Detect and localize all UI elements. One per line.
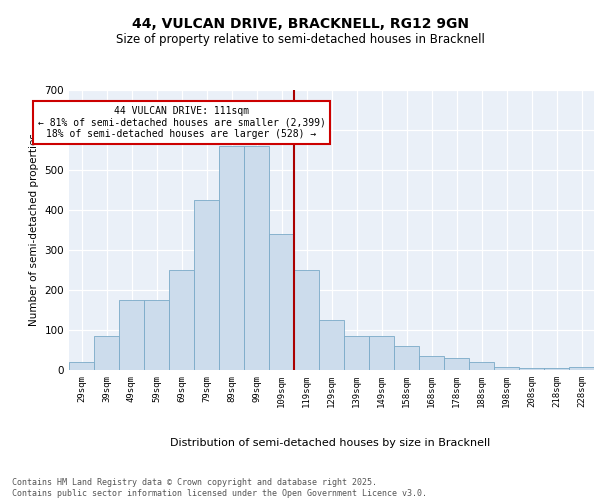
Bar: [519, 368, 544, 370]
Bar: [94, 336, 119, 370]
Bar: [494, 367, 519, 370]
Text: Size of property relative to semi-detached houses in Bracknell: Size of property relative to semi-detach…: [116, 32, 484, 46]
Bar: [544, 368, 569, 370]
Bar: [319, 320, 344, 370]
Bar: [419, 356, 444, 370]
Text: Contains HM Land Registry data © Crown copyright and database right 2025.
Contai: Contains HM Land Registry data © Crown c…: [12, 478, 427, 498]
Bar: [294, 270, 319, 370]
Bar: [144, 300, 169, 370]
Text: Distribution of semi-detached houses by size in Bracknell: Distribution of semi-detached houses by …: [170, 438, 490, 448]
Bar: [469, 362, 494, 370]
Bar: [394, 346, 419, 370]
Bar: [119, 300, 144, 370]
Bar: [194, 200, 219, 370]
Bar: [169, 270, 194, 370]
Text: 44 VULCAN DRIVE: 111sqm
← 81% of semi-detached houses are smaller (2,399)
18% of: 44 VULCAN DRIVE: 111sqm ← 81% of semi-de…: [38, 106, 325, 139]
Bar: [369, 336, 394, 370]
Y-axis label: Number of semi-detached properties: Number of semi-detached properties: [29, 134, 39, 326]
Bar: [244, 146, 269, 370]
Bar: [269, 234, 294, 370]
Bar: [69, 362, 94, 370]
Bar: [569, 367, 594, 370]
Bar: [344, 336, 369, 370]
Bar: [444, 358, 469, 370]
Bar: [219, 146, 244, 370]
Text: 44, VULCAN DRIVE, BRACKNELL, RG12 9GN: 44, VULCAN DRIVE, BRACKNELL, RG12 9GN: [131, 18, 469, 32]
